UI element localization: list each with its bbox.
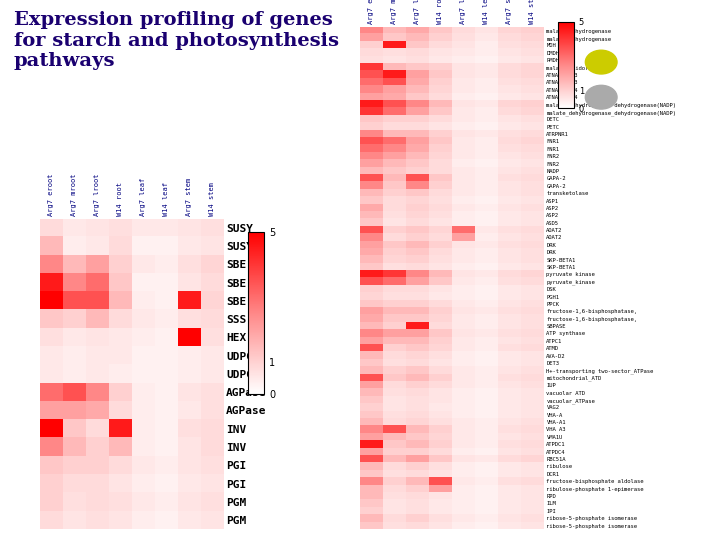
Text: Expression profiling of genes
for starch and photosynthesis
pathways: Expression profiling of genes for starch… bbox=[14, 11, 339, 70]
